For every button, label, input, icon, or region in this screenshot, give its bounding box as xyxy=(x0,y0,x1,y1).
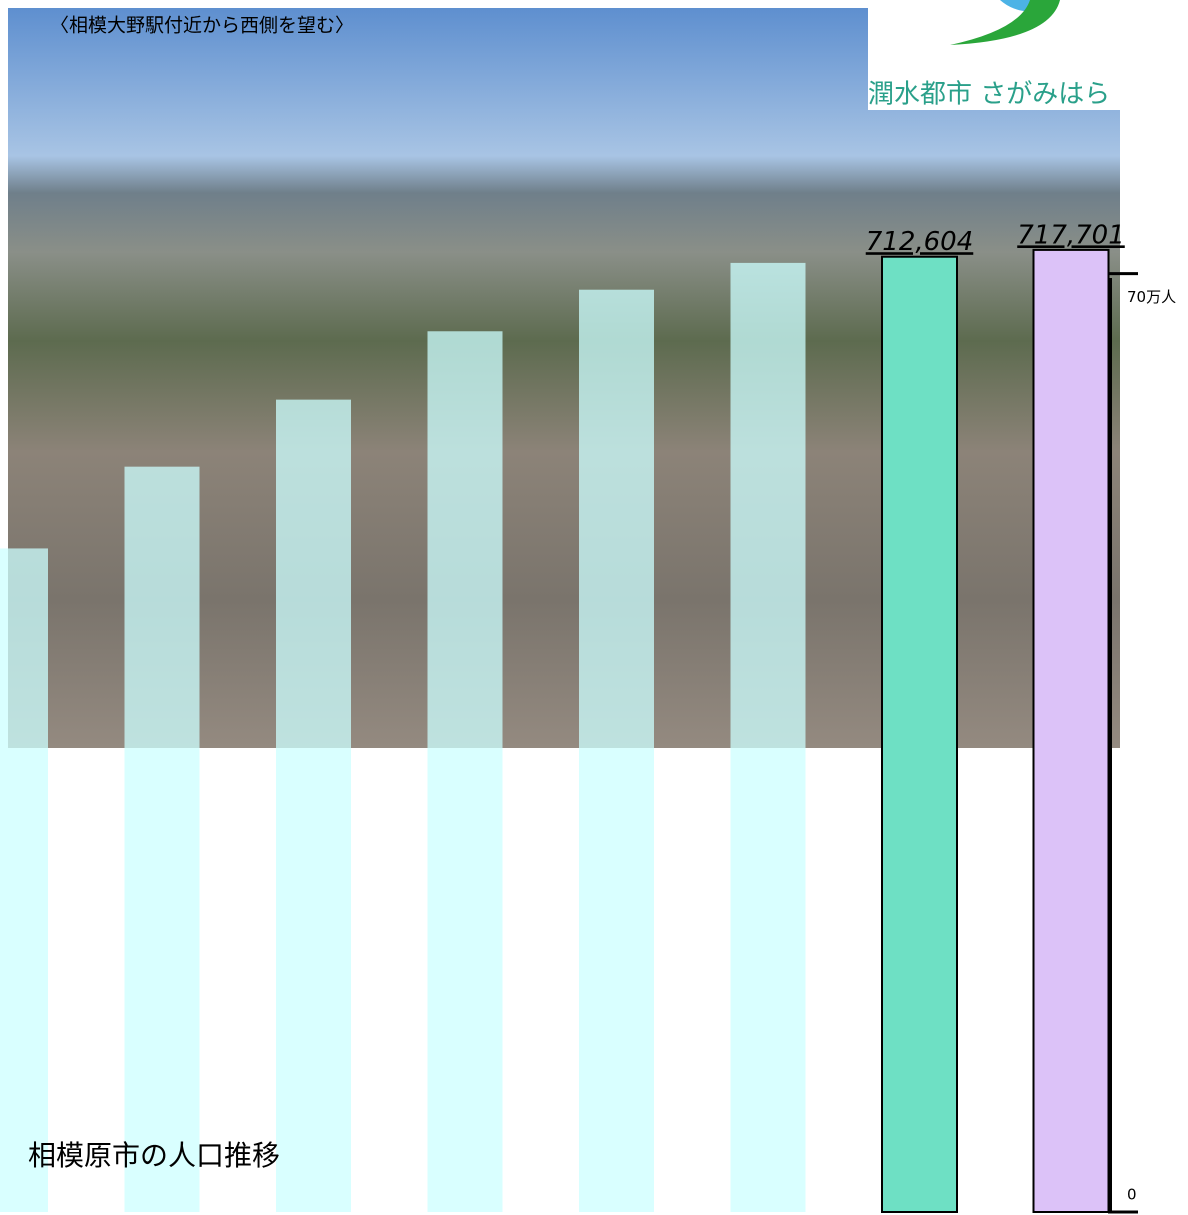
photo-caption: 〈相模大野駅付近から西側を望む〉 xyxy=(50,15,354,37)
bar xyxy=(1032,248,1110,1214)
chart-title: 相模原市の人口推移 xyxy=(28,1139,280,1172)
bar xyxy=(427,331,503,1212)
bar xyxy=(0,548,48,1212)
value-label: 712,604 xyxy=(866,227,974,257)
y-tick-label: 0 xyxy=(1127,1186,1137,1204)
bar xyxy=(579,289,654,1212)
logo-leaf xyxy=(950,0,1060,45)
value-label: 717,701 xyxy=(1017,220,1125,250)
bar xyxy=(881,255,958,1213)
bar xyxy=(124,466,200,1213)
bar xyxy=(730,262,806,1212)
logo-text: 潤水都市 さがみはら xyxy=(868,80,1110,110)
y-tick-label: 70万人 xyxy=(1127,288,1176,306)
bar xyxy=(276,399,351,1212)
